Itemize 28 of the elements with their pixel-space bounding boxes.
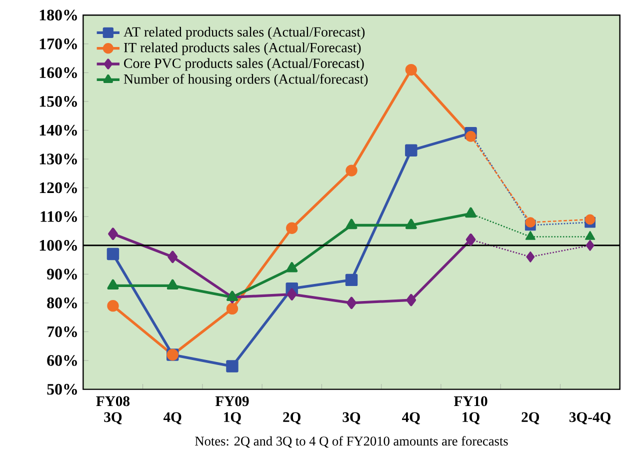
legend-label: IT related products sales (Actual/Forecast) — [124, 42, 361, 56]
x-tick-label: 4Q — [402, 412, 420, 424]
y-tick-label: 150% — [40, 96, 77, 107]
legend-label: AT related products sales (Actual/Forecast) — [124, 26, 365, 40]
y-tick-label: 70% — [48, 326, 77, 338]
y-tick-label: 160% — [40, 67, 77, 78]
x-tick-label: 3Q-4Q — [569, 412, 611, 424]
legend-label: Core PVC products sales (Actual/Forecast) — [124, 58, 364, 71]
y-tick-label: 180% — [40, 10, 77, 21]
y-tick-label: 170% — [40, 38, 77, 50]
y-tick-label: 60% — [47, 355, 77, 366]
x-tick-label: FY10 1Q — [454, 396, 488, 424]
y-tick-label: 120% — [40, 182, 77, 194]
y-tick-label: 130% — [40, 154, 77, 165]
y-tick-label: 90% — [47, 268, 77, 280]
y-tick-label: 100% — [40, 240, 77, 251]
x-tick-label: FY08 3Q — [96, 396, 130, 424]
legend-label: Number of housing orders (Actual/forecast) — [124, 74, 368, 87]
x-tick-label: FY09 1Q — [215, 396, 249, 424]
y-tick-label: 50% — [47, 384, 77, 395]
x-tick-label: 3Q — [342, 412, 360, 424]
y-tick-label: 140% — [40, 124, 77, 136]
x-tick-label: 2Q — [283, 412, 301, 424]
x-tick-label: 2Q — [522, 412, 540, 424]
text: Notes: 2Q and 3Q to 4 Q of FY2010 amounts are forecasts — [195, 436, 508, 448]
y-tick-label: 110% — [40, 211, 77, 222]
y-tick-label: 80% — [47, 298, 77, 308]
x-tick-label: 4Q — [163, 412, 182, 424]
